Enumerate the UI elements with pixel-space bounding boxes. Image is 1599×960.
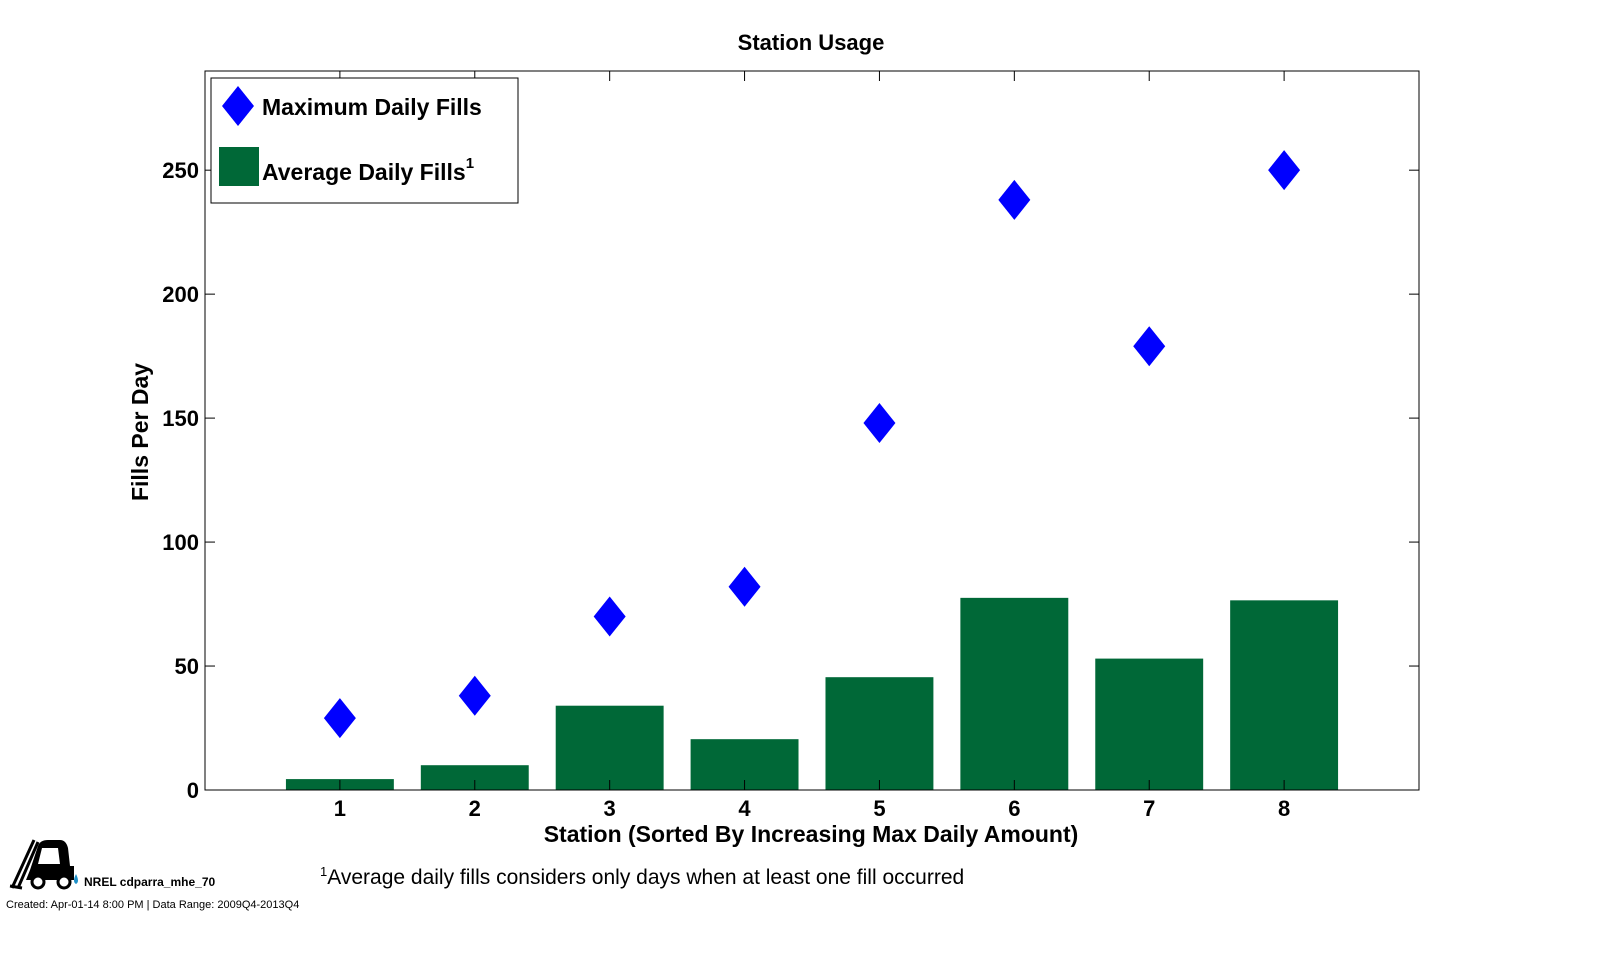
diamond-station-5 (863, 403, 896, 444)
footnote-mark: 1 (320, 864, 328, 879)
plot-area (204, 70, 1420, 791)
x-tick-label: 5 (873, 796, 885, 821)
legend-diamond-marker (222, 86, 254, 126)
diamond-station-7 (1133, 326, 1166, 367)
created-info: Created: Apr-01-14 8:00 PM | Data Range:… (6, 899, 300, 911)
footnote-text: Average daily fills considers only days … (327, 866, 965, 889)
diamond-station-1 (323, 698, 356, 739)
y-tick-label: 0 (187, 778, 199, 803)
bar-station-7 (1095, 658, 1204, 790)
y-tick-label: 50 (175, 654, 199, 679)
legend: Maximum Daily Fills Average Daily Fills1 (210, 77, 519, 204)
x-tick-label: 2 (469, 796, 481, 821)
forklift-icon (9, 839, 78, 890)
diamond-station-2 (458, 675, 491, 716)
x-tick-label: 4 (738, 796, 751, 821)
x-axis-label: Station (Sorted By Increasing Max Daily … (544, 821, 1079, 847)
legend-box (210, 77, 519, 204)
legend-label-avg-text: Average Daily Fills (262, 159, 466, 185)
x-tick-label: 6 (1008, 796, 1020, 821)
bar-station-6 (960, 597, 1069, 790)
chart-title: Station Usage (738, 30, 885, 55)
y-axis-label: Fills Per Day (127, 363, 153, 501)
diamond-station-6 (998, 179, 1031, 220)
legend-label-avg: Average Daily Fills1 (262, 155, 474, 185)
bar-station-5 (825, 677, 934, 790)
y-tick-label: 150 (162, 406, 199, 431)
diamond-station-4 (728, 566, 761, 607)
legend-bar-swatch (219, 147, 259, 186)
y-tick-label: 250 (162, 158, 199, 183)
x-tick-label: 1 (334, 796, 346, 821)
y-tick-label: 200 (162, 282, 199, 307)
x-tick-label: 3 (604, 796, 616, 821)
footer-label: NREL cdparra_mhe_70 (84, 875, 216, 889)
diamond-station-8 (1268, 150, 1301, 191)
y-tick-label: 100 (162, 530, 199, 555)
bar-station-3 (555, 705, 664, 790)
x-tick-label: 8 (1278, 796, 1290, 821)
x-tick-label: 7 (1143, 796, 1155, 821)
footnote: 1Average daily fills considers only days… (320, 864, 964, 890)
legend-superscript: 1 (466, 155, 474, 172)
bar-station-8 (1230, 600, 1339, 790)
diamond-station-3 (593, 596, 626, 637)
legend-label-max: Maximum Daily Fills (262, 94, 482, 120)
